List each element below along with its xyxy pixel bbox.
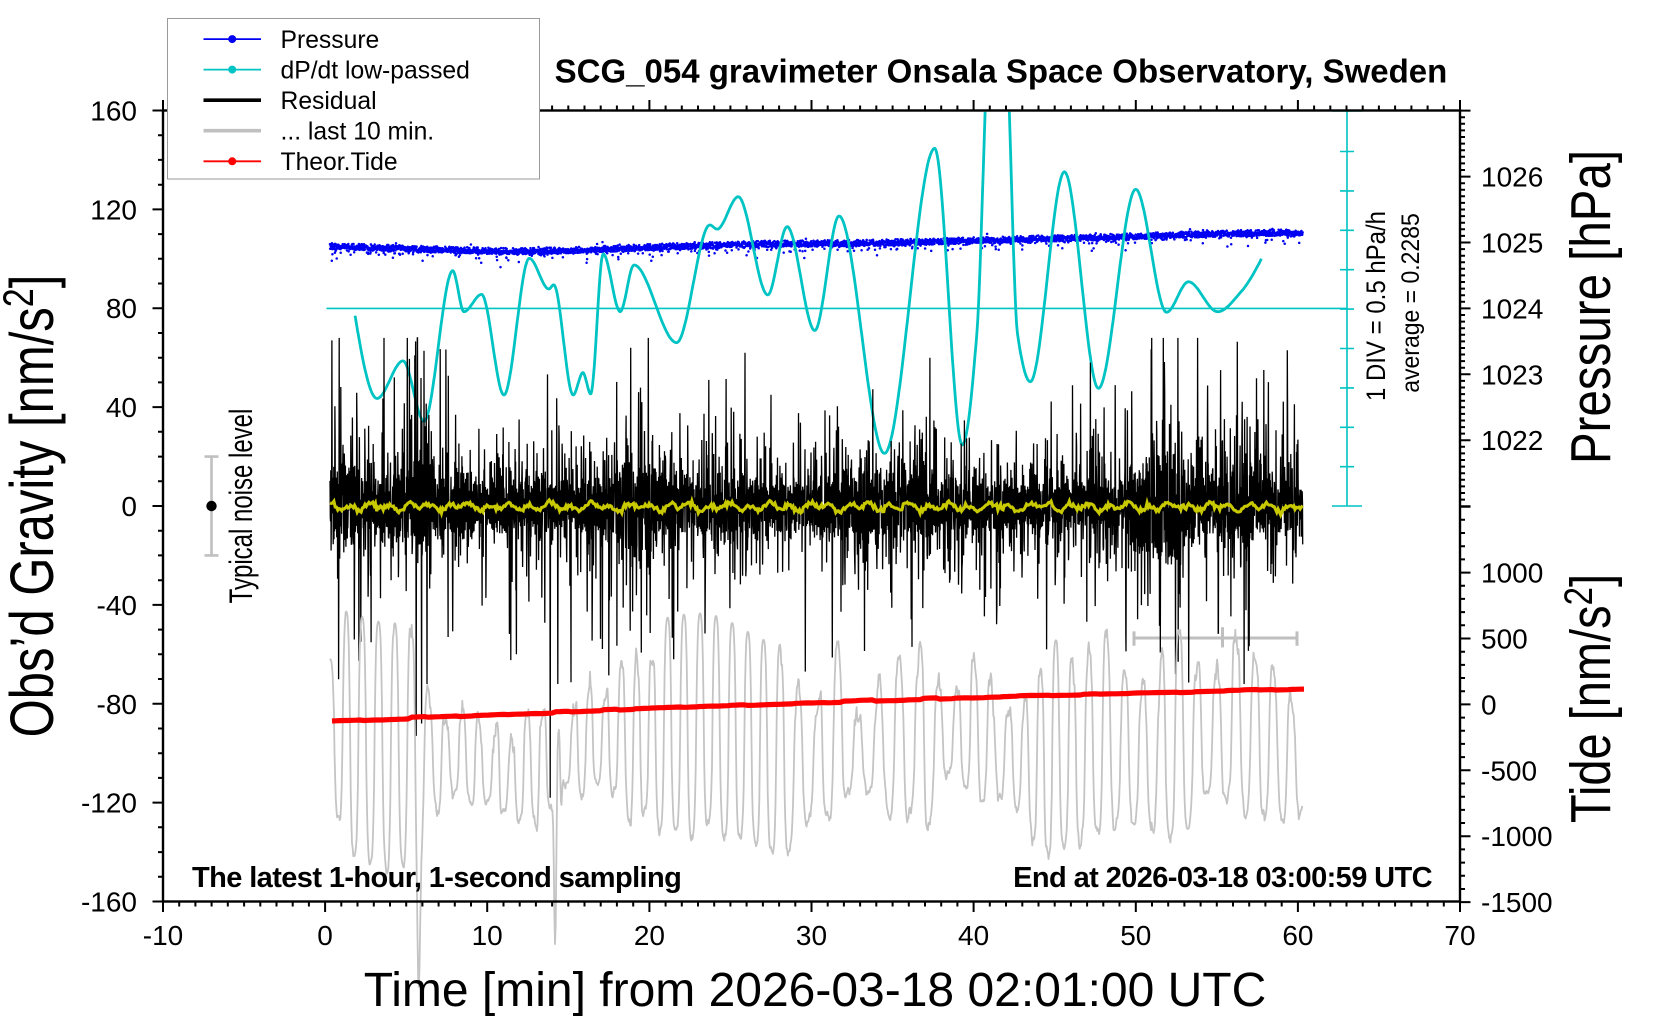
svg-text:0: 0: [121, 491, 137, 522]
svg-text:-120: -120: [81, 788, 137, 819]
svg-text:End at 2026-03-18 03:00:59 UTC: End at 2026-03-18 03:00:59 UTC: [1013, 862, 1432, 894]
svg-text:0: 0: [317, 920, 333, 951]
svg-text:-1500: -1500: [1481, 887, 1553, 918]
svg-text:dP/dt low-passed: dP/dt low-passed: [281, 58, 470, 85]
svg-text:1 DIV = 0.5 hPa/h: 1 DIV = 0.5 hPa/h: [1362, 211, 1391, 401]
svg-text:Time [min] from 2026-03-18 02:: Time [min] from 2026-03-18 02:01:00 UTC: [364, 964, 1267, 1017]
svg-text:average = 0.2285: average = 0.2285: [1397, 213, 1425, 393]
svg-text:Residual: Residual: [281, 88, 377, 115]
svg-text:-160: -160: [81, 887, 137, 918]
svg-text:... last 10 min.: ... last 10 min.: [281, 119, 435, 146]
svg-text:Obs’d Gravity [nm/s2]: Obs’d Gravity [nm/s2]: [0, 275, 66, 738]
svg-text:1023: 1023: [1481, 359, 1543, 390]
svg-text:70: 70: [1444, 920, 1475, 951]
svg-text:20: 20: [634, 920, 665, 951]
svg-text:40: 40: [958, 920, 989, 951]
svg-text:Theor.Tide: Theor.Tide: [281, 149, 398, 176]
svg-text:-40: -40: [97, 590, 137, 621]
svg-text:120: 120: [90, 194, 137, 225]
svg-text:Pressure: Pressure: [281, 27, 380, 54]
svg-text:1000: 1000: [1481, 558, 1543, 589]
svg-text:1025: 1025: [1481, 228, 1543, 259]
svg-text:1022: 1022: [1481, 425, 1543, 456]
svg-text:-500: -500: [1481, 755, 1537, 786]
svg-text:-1000: -1000: [1481, 821, 1553, 852]
svg-text:40: 40: [106, 392, 137, 423]
svg-text:Typical noise level: Typical noise level: [224, 409, 260, 604]
svg-text:SCG_054 gravimeter Onsala Spac: SCG_054 gravimeter Onsala Space Observat…: [555, 53, 1448, 90]
svg-text:Pressure [hPa]: Pressure [hPa]: [1560, 150, 1623, 464]
svg-text:0: 0: [1481, 689, 1497, 720]
svg-text:-10: -10: [143, 920, 183, 951]
svg-text:160: 160: [90, 96, 137, 127]
svg-text:1026: 1026: [1481, 162, 1543, 193]
svg-text:10: 10: [472, 920, 503, 951]
svg-text:Tide [nm/s2]: Tide [nm/s2]: [1556, 574, 1623, 823]
svg-text:30: 30: [796, 920, 827, 951]
svg-text:The latest 1-hour, 1-second sa: The latest 1-hour, 1-second sampling: [192, 862, 681, 894]
svg-text:50: 50: [1120, 920, 1151, 951]
svg-text:500: 500: [1481, 624, 1528, 655]
svg-text:-80: -80: [97, 689, 137, 720]
svg-text:1024: 1024: [1481, 293, 1543, 324]
svg-text:80: 80: [106, 293, 137, 324]
svg-text:60: 60: [1282, 920, 1313, 951]
